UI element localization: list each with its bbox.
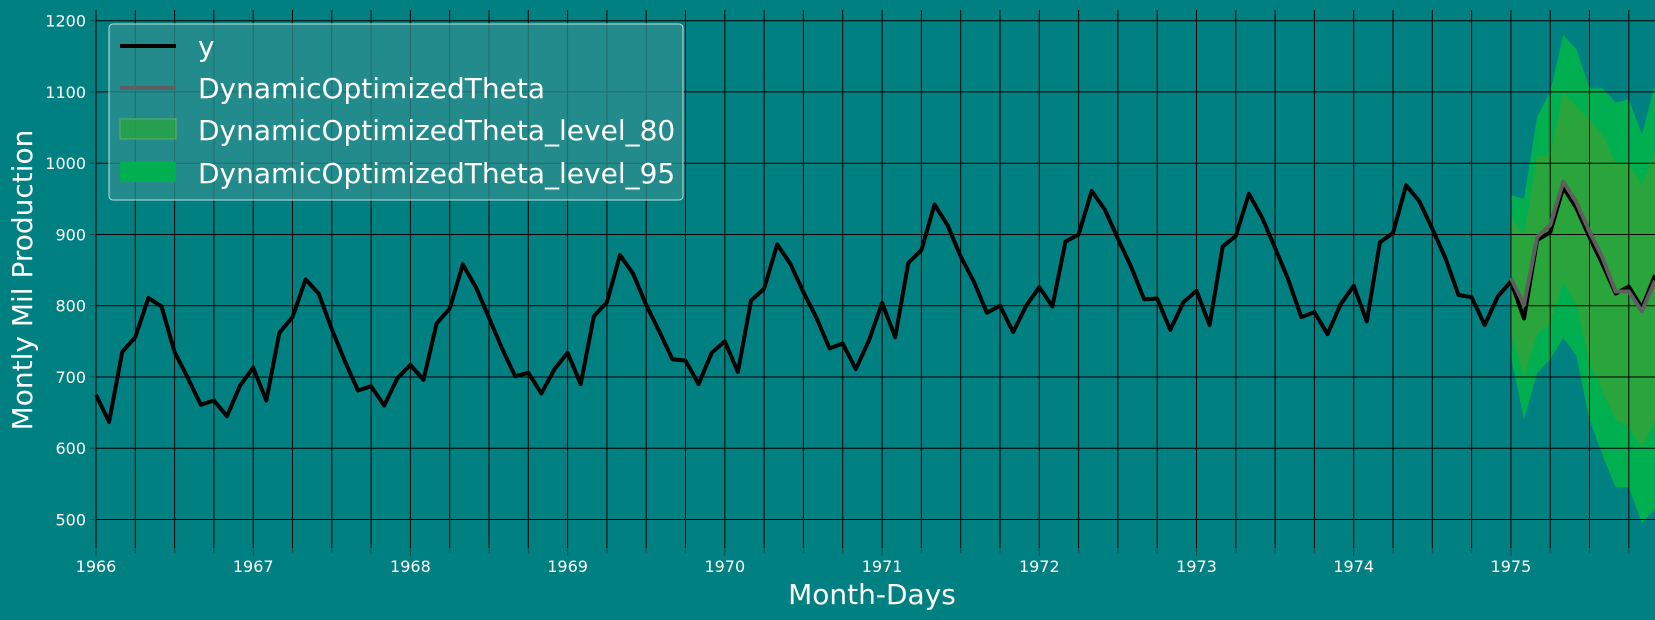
y-tick-label: 500	[55, 511, 86, 530]
x-axis-title: Month-Days	[788, 578, 956, 611]
x-tick-label: 1972	[1019, 557, 1060, 576]
legend-label-level-95: DynamicOptimizedTheta_level_95	[198, 157, 675, 190]
forecast-intervals	[1510, 34, 1655, 524]
x-tick-label: 1970	[704, 557, 745, 576]
series-line-dynamicoptimizedtheta	[1509, 179, 1655, 314]
x-tick-label: 1967	[233, 557, 274, 576]
legend-swatch-level-95	[120, 162, 176, 182]
legend-swatch-level-80	[119, 118, 177, 140]
legend: y DynamicOptimizedTheta DynamicOptimized…	[108, 23, 684, 201]
y-tick-label: 600	[55, 439, 86, 458]
y-tick-label: 900	[55, 226, 86, 245]
y-tick-label: 1000	[45, 154, 86, 173]
x-tick-label: 1973	[1176, 557, 1217, 576]
x-tick-label: 1969	[547, 557, 588, 576]
legend-frame	[108, 23, 684, 201]
series-line-y	[94, 183, 1655, 424]
x-tick-label: 1966	[76, 557, 117, 576]
x-tick-label: 1974	[1333, 557, 1374, 576]
x-tick-label: 1971	[862, 557, 903, 576]
legend-label-forecast: DynamicOptimizedTheta	[198, 72, 545, 105]
series-lines	[94, 179, 1655, 424]
y-axis: 500 600 700 800 900 1000 1100 1200	[45, 12, 96, 530]
y-tick-label: 700	[55, 368, 86, 387]
legend-label-y: y	[198, 30, 215, 63]
y-tick-label: 800	[55, 297, 86, 316]
x-tick-label: 1975	[1491, 557, 1532, 576]
y-tick-label: 1200	[45, 12, 86, 31]
band-level-80	[1510, 91, 1655, 449]
x-tick-label: 1968	[390, 557, 431, 576]
x-axis: 1966 1967 1968 1969 1970 1971 1972 1973 1974 1975	[76, 548, 1630, 576]
legend-label-level-80: DynamicOptimizedTheta_level_80	[198, 114, 675, 147]
y-axis-title: Montly Mil Production	[6, 130, 39, 431]
y-tick-label: 1100	[45, 83, 86, 102]
